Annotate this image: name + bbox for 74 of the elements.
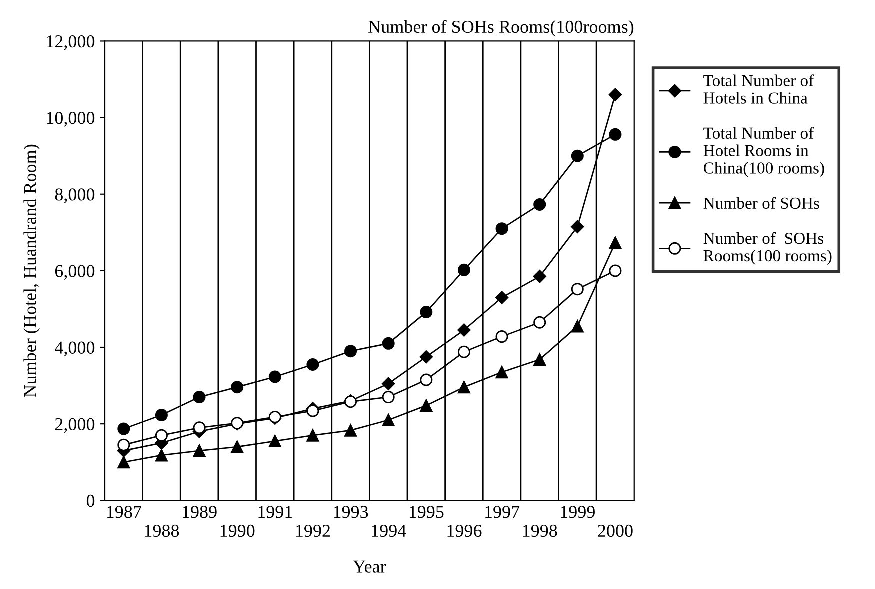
x-tick-label: 1992: [296, 524, 330, 538]
point: [534, 198, 546, 211]
x-axis-title: Year: [353, 560, 386, 573]
point: [155, 429, 168, 442]
x-tick-label: 1990: [220, 524, 255, 538]
point: [268, 435, 282, 448]
x-tick-label: 1998: [523, 524, 558, 538]
point: [231, 381, 244, 394]
point: [534, 316, 546, 329]
point: [306, 358, 320, 371]
point: [571, 220, 584, 234]
point: [609, 128, 622, 141]
y-tick-label: 8,000: [55, 188, 95, 204]
point: [533, 270, 546, 284]
x-tick-label: 2000: [598, 524, 633, 538]
x-tick-label: 1987: [107, 506, 142, 518]
x-tick-label: 1996: [448, 524, 482, 538]
point: [118, 438, 130, 452]
point: [420, 399, 433, 412]
point: [193, 422, 206, 434]
x-tick-label: 1993: [334, 506, 368, 518]
y-tick-label: 10,000: [47, 112, 95, 127]
point: [420, 350, 433, 364]
point: [344, 424, 358, 437]
x-tick-label: 1995: [410, 506, 444, 518]
point: [534, 354, 546, 366]
point: [496, 366, 508, 379]
point: [458, 324, 471, 337]
legend-label: Total Number of Hotels in China: [704, 74, 814, 104]
point: [420, 306, 433, 319]
x-tick-label: 1994: [372, 524, 406, 538]
x-tick-label: 1999: [561, 506, 595, 518]
point: [155, 449, 168, 462]
point: [231, 440, 244, 454]
point: [571, 320, 584, 333]
point: [344, 345, 358, 358]
point: [420, 374, 433, 386]
x-tick-label: 1997: [486, 506, 520, 518]
point: [496, 222, 508, 236]
chart-title: Number of SOHs Rooms(100rooms): [368, 20, 634, 37]
x-tick-label: 1989: [183, 506, 217, 518]
point: [118, 456, 130, 469]
point: [496, 330, 508, 344]
legend-label: Total Number of Hotel Rooms in China(100 rooms): [704, 127, 824, 178]
point: [382, 414, 395, 426]
point: [268, 370, 282, 384]
point: [609, 236, 622, 250]
y-tick-label: 12,000: [47, 35, 95, 50]
y-tick-label: 0: [86, 494, 95, 508]
point: [382, 391, 395, 404]
point: [495, 291, 509, 304]
point: [458, 381, 470, 394]
point: [609, 264, 622, 278]
point: [193, 391, 206, 404]
point: [193, 444, 206, 458]
point: [118, 422, 130, 436]
point: [306, 404, 320, 418]
point: [382, 337, 395, 350]
point: [458, 264, 470, 276]
legend-label: Number of SOHs Rooms(100 rooms): [704, 232, 832, 266]
point: [571, 150, 584, 162]
point: [458, 346, 470, 358]
point: [382, 377, 396, 390]
y-tick-label: 4,000: [55, 342, 95, 357]
x-tick-label: 1991: [258, 506, 292, 518]
point: [571, 283, 584, 296]
x-tick-label: 1988: [145, 524, 180, 538]
point: [306, 429, 320, 442]
y-tick-label: 6,000: [55, 265, 95, 280]
point: [155, 409, 168, 422]
y-tick-label: 2,000: [55, 418, 95, 434]
legend-label: Number of SOHs: [704, 197, 820, 210]
point: [608, 88, 622, 102]
y-axis-title: Number (Hotel, Huandrand Room): [24, 144, 40, 398]
